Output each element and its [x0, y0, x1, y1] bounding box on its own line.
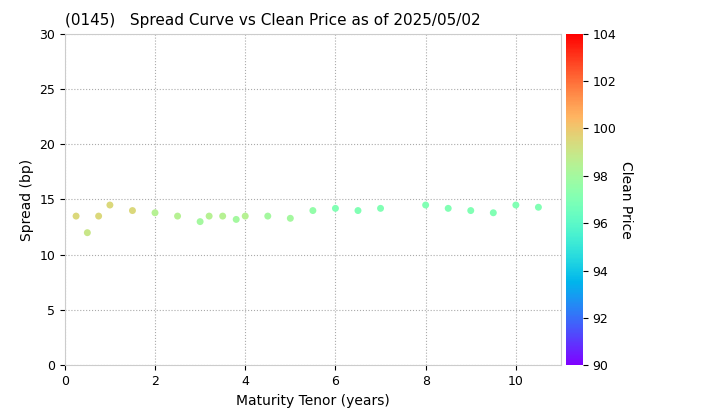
Point — [203, 213, 215, 219]
Point — [71, 213, 82, 219]
Point — [149, 210, 161, 216]
Point — [262, 213, 274, 219]
Point — [284, 215, 296, 222]
Point — [93, 213, 104, 219]
Point — [487, 210, 499, 216]
Point — [307, 207, 319, 214]
Point — [172, 213, 184, 219]
Point — [352, 207, 364, 214]
Point — [330, 205, 341, 212]
Y-axis label: Spread (bp): Spread (bp) — [19, 158, 34, 241]
Point — [240, 213, 251, 219]
Point — [465, 207, 477, 214]
Point — [375, 205, 387, 212]
Y-axis label: Clean Price: Clean Price — [619, 160, 633, 239]
Point — [217, 213, 228, 219]
Point — [533, 204, 544, 210]
Point — [194, 218, 206, 225]
Point — [81, 229, 93, 236]
Text: (0145)   Spread Curve vs Clean Price as of 2025/05/02: (0145) Spread Curve vs Clean Price as of… — [65, 13, 480, 28]
Point — [127, 207, 138, 214]
X-axis label: Maturity Tenor (years): Maturity Tenor (years) — [236, 394, 390, 408]
Point — [104, 202, 116, 208]
Point — [443, 205, 454, 212]
Point — [230, 216, 242, 223]
Point — [510, 202, 521, 208]
Point — [420, 202, 431, 208]
